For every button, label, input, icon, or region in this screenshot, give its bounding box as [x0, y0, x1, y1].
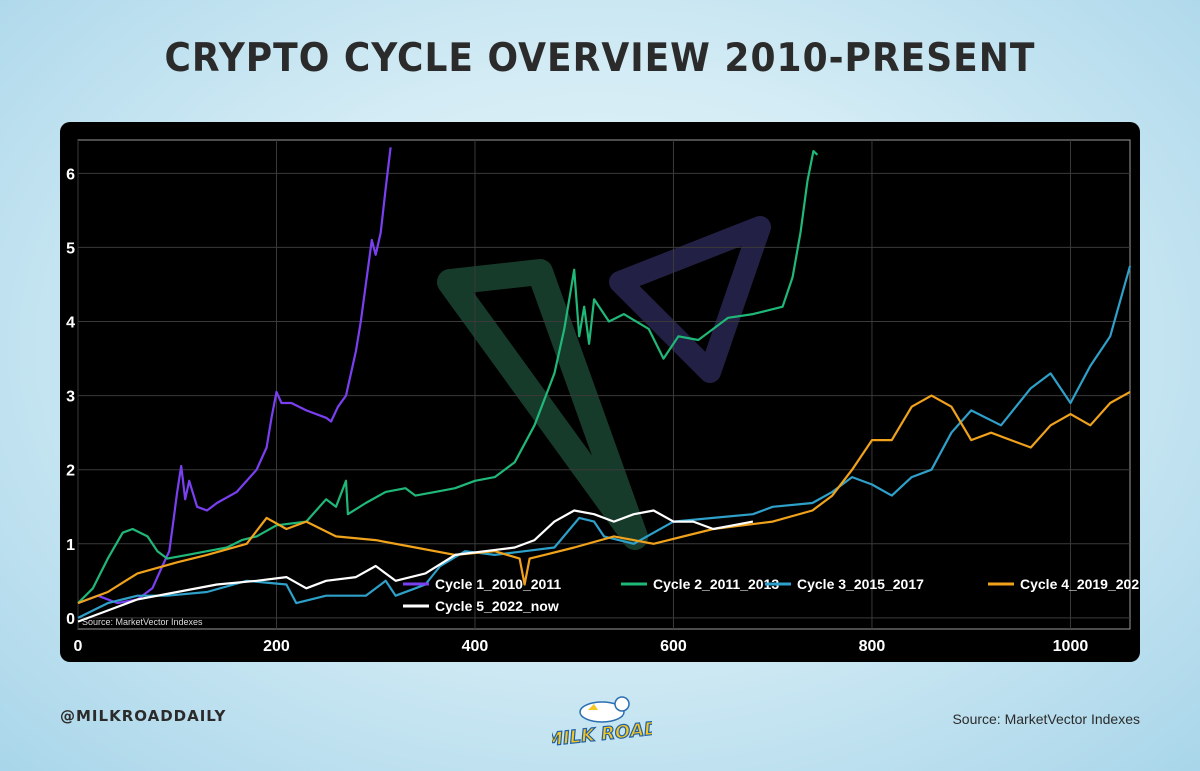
x-tick-label: 400: [462, 638, 489, 655]
y-tick-label: 1: [66, 537, 75, 554]
milk-road-logo: MILK ROAD: [552, 696, 652, 750]
x-tick-label: 0: [74, 638, 83, 655]
chart-panel: 0 200 400 600 800 1000 0 1 2 3 4 5 6 Source: MarketVe…: [60, 122, 1140, 662]
series-line-cycle-4: [77, 390, 1131, 605]
x-tick-label: 600: [660, 638, 687, 655]
legend-label-cycle-4: Cycle 4_2019_2021: [1020, 576, 1140, 592]
x-tick-label: 1000: [1053, 638, 1089, 655]
series-line-cycle-5: [77, 509, 754, 623]
y-tick-label: 6: [66, 166, 75, 183]
plot-area: [77, 139, 1131, 630]
watermark-left: [437, 259, 648, 550]
chart-source-note: Source: MarketVector Indexes: [82, 617, 203, 627]
social-handle: @MILKROADDAILY: [60, 707, 227, 725]
y-tick-label: 0: [66, 611, 75, 628]
source-caption: Source: MarketVector Indexes: [952, 711, 1140, 727]
legend-label-cycle-5: Cycle 5_2022_now: [435, 598, 559, 614]
legend-label-cycle-1: Cycle 1_2010_2011: [435, 576, 561, 592]
series-line-cycle-1: [77, 147, 392, 605]
line-chart: 0 200 400 600 800 1000 0 1 2 3 4 5 6 Source: MarketVe…: [66, 139, 1140, 655]
y-tick-label: 2: [66, 463, 75, 480]
legend-label-cycle-2: Cycle 2_2011_2013: [653, 576, 779, 592]
y-tick-label: 5: [66, 240, 75, 257]
y-tick-label: 3: [66, 389, 75, 406]
page-title: CRYPTO CYCLE OVERVIEW 2010-PRESENT: [164, 36, 1036, 81]
y-tick-label: 4: [66, 315, 75, 332]
legend-label-cycle-3: Cycle 3_2015_2017: [797, 576, 924, 592]
mascot-icon: [579, 696, 630, 723]
watermark-right: [609, 216, 771, 383]
x-tick-label: 800: [859, 638, 886, 655]
series-line-cycle-3: [77, 265, 1132, 619]
logo-text: MILK ROAD: [552, 718, 652, 750]
x-tick-label: 200: [263, 638, 290, 655]
series-line-cycle-2: [77, 150, 819, 604]
